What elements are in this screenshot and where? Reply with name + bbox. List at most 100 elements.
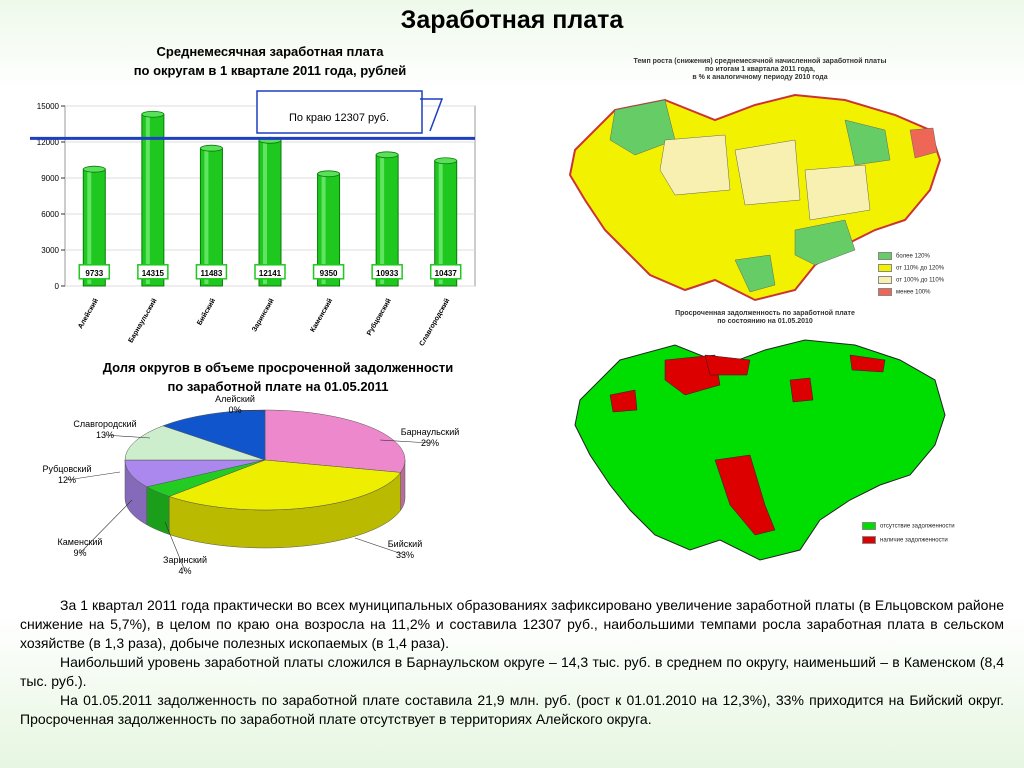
legend-swatch xyxy=(878,288,892,296)
map1-legend-item: менее 100% xyxy=(878,288,930,296)
map2-region-debt-2 xyxy=(704,354,751,376)
bar-group: 14315 xyxy=(137,110,169,287)
pie-value-label: 4% xyxy=(178,566,191,576)
x-tick-label: Рубцовский xyxy=(365,297,393,337)
bar-highlight xyxy=(145,116,150,284)
map1-title-line2: по итогам 1 квартала 2011 года, xyxy=(705,66,815,73)
summary-paragraph-3: На 01.05.2011 задолженность по заработно… xyxy=(20,692,1004,727)
bar-highlight xyxy=(263,142,267,284)
pie-leader-line xyxy=(79,499,133,554)
map2-title: Просроченная задолженность по заработной… xyxy=(620,310,910,326)
pie-slice xyxy=(168,459,402,511)
pie-leader-line xyxy=(104,434,151,439)
pie-label: Барнаульский xyxy=(401,427,460,437)
legend-swatch xyxy=(878,264,892,272)
bar-highlight xyxy=(321,175,326,284)
legend-label: от 100% до 110% xyxy=(896,277,945,284)
map1-region-red-1 xyxy=(909,127,938,159)
pie-label: Рубцовский xyxy=(43,464,92,474)
pie-value-label: 0% xyxy=(228,405,241,415)
map1-region-map xyxy=(568,93,942,302)
pie-leader-line xyxy=(66,471,121,481)
map1-region-light-2 xyxy=(734,139,801,206)
data-label-box xyxy=(195,264,228,280)
bar-highlight xyxy=(438,162,443,284)
map2-legend-item: наличие задолженности xyxy=(862,536,948,544)
x-tick-label: Заринский xyxy=(250,297,275,333)
pie-leader-line xyxy=(164,521,186,572)
y-tick-label: 0 xyxy=(55,282,60,291)
pie-chart-title: Доля округов в объеме просроченной задол… xyxy=(60,358,496,396)
data-label: 9733 xyxy=(85,269,103,278)
map1-title-line3: в % к аналогичному периоду 2010 года xyxy=(692,74,828,81)
pie-slice xyxy=(264,409,406,473)
x-tick-label: Славгородский xyxy=(418,297,452,347)
pie-value-label: 9% xyxy=(73,548,86,558)
data-label: 9350 xyxy=(320,269,338,278)
bar-top xyxy=(375,151,399,159)
map2-region-debt-3 xyxy=(714,454,776,536)
pie-value-label: 29% xyxy=(421,438,439,448)
map2-outline xyxy=(574,339,946,561)
bar-chart-title-line1: Среднемесячная заработная плата xyxy=(156,44,384,59)
map2-title-line1: Просроченная задолженность по заработной… xyxy=(675,310,855,317)
bar-group: 10933 xyxy=(371,151,403,287)
pie-label: Бийский xyxy=(388,539,422,549)
pie-label: Заринский xyxy=(163,555,207,565)
map2-legend-item: отсутствие задолженности xyxy=(862,522,955,530)
pie-value-label: 12% xyxy=(58,475,76,485)
pie-slice xyxy=(162,409,266,461)
summary-text: За 1 квартал 2011 года практически во вс… xyxy=(20,596,1004,729)
map1-legend-item: от 110% до 120% xyxy=(878,264,944,272)
pie-chart-title-line2: по заработной плате на 01.05.2011 xyxy=(167,379,389,394)
map1-title: Темп роста (снижения) среднемесячной нач… xyxy=(610,58,910,82)
map1-legend-item: от 100% до 110% xyxy=(878,276,944,284)
map1-region-light-1 xyxy=(659,134,731,196)
bar-chart: 0 3000 6000 9000 12000 15000 9733 Алейский 14315… xyxy=(30,90,476,347)
bar-top xyxy=(434,157,458,165)
data-label-box xyxy=(78,264,111,280)
bar-top xyxy=(141,110,165,118)
legend-label: более 120% xyxy=(896,253,930,260)
x-tick-label: Каменский xyxy=(309,297,335,334)
pie-label: Алейский xyxy=(215,394,255,404)
data-label-box xyxy=(429,264,462,280)
data-label: 10933 xyxy=(376,269,399,278)
map2-region-debt-4 xyxy=(789,377,814,403)
data-label-box xyxy=(371,264,403,280)
map1-region-light-3 xyxy=(804,164,871,221)
y-tick-label: 12000 xyxy=(37,138,60,147)
data-label: 14315 xyxy=(142,269,165,278)
summary-paragraph-1: За 1 квартал 2011 года практически во вс… xyxy=(20,597,1004,651)
bar-chart-title: Среднемесячная заработная плата по округ… xyxy=(60,42,480,80)
map2-region-map xyxy=(574,339,946,561)
map2-region-debt-5 xyxy=(609,389,638,413)
bar-chart-title-line2: по округам в 1 квартале 2011 года, рубле… xyxy=(133,63,407,78)
legend-label: менее 100% xyxy=(896,289,931,296)
reference-label-pointer xyxy=(420,98,444,132)
y-tick-label: 9000 xyxy=(41,174,59,183)
pie-leader-line xyxy=(379,439,431,444)
bar-group: 9733 xyxy=(78,165,111,287)
pie-slice xyxy=(124,459,266,488)
data-label: 12141 xyxy=(259,269,282,278)
bar-group: 9350 xyxy=(312,170,345,287)
legend-label: отсутствие задолженности xyxy=(880,523,955,530)
legend-swatch xyxy=(878,252,892,260)
bar-highlight xyxy=(204,150,209,284)
data-label: 10437 xyxy=(435,269,458,278)
x-tick-label: Барнаульский xyxy=(127,297,159,344)
bar-group: 11483 xyxy=(195,144,228,287)
x-tick-label: Алейский xyxy=(76,297,100,330)
bar-highlight xyxy=(87,171,92,284)
map1-region-green-2 xyxy=(794,219,856,266)
reference-label: По краю 12307 руб. xyxy=(289,112,389,124)
map2-title-line2: по состоянию на 01.05.2010 xyxy=(717,318,813,325)
bar-group: 12141 xyxy=(254,136,286,287)
bar-top xyxy=(200,144,223,152)
pie-leader-line xyxy=(354,537,406,556)
pie-value-label: 13% xyxy=(96,430,114,440)
map1-title-line1: Темп роста (снижения) среднемесячной нач… xyxy=(633,58,887,65)
pie-label: Славгородский xyxy=(73,419,136,429)
bar-top xyxy=(317,170,340,178)
